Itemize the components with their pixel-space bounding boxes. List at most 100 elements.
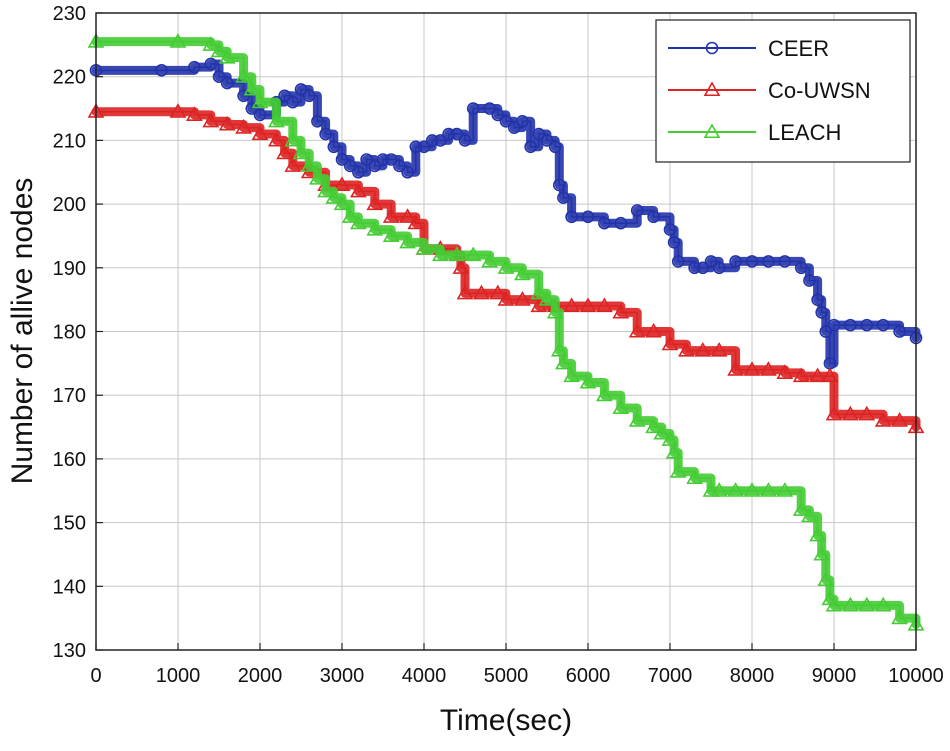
data-point-ceer [376,153,390,166]
data-point-leach [858,596,876,612]
data-point-leach [341,208,359,223]
data-point-leach [813,545,831,561]
data-point-leach [760,482,777,497]
data-point-ceer [688,261,701,275]
data-point-leach [727,482,744,497]
data-point-leach [530,284,548,300]
data-point-ceer [803,274,816,287]
data-point-ceer [663,223,677,236]
data-point-ceer [516,114,529,128]
data-point-co-uwsn [186,106,203,121]
data-point-ceer [188,60,201,74]
data-point-co-uwsn [407,214,425,230]
data-point-leach [210,42,228,58]
data-point-ceer [417,140,431,154]
data-point-leach [546,303,564,319]
data-point-co-uwsn [235,119,252,134]
data-point-co-uwsn [596,297,613,313]
data-point-ceer [671,255,685,268]
x-tick-label: 7000 [648,665,693,687]
data-point-leach [464,246,482,262]
y-tick-label: 230 [53,3,86,25]
data-point-co-uwsn [268,131,285,147]
data-point-ceer [548,140,562,154]
data-point-ceer [343,159,357,173]
data-point-ceer [614,216,628,230]
data-point-ceer [204,57,218,71]
legend-item-ceer: CEER [668,36,829,61]
data-point-leach [333,195,351,211]
data-point-ceer [360,153,373,166]
y-tick-label: 190 [53,258,86,280]
legend-label-co-uwsn: Co-UWSN [768,78,871,103]
data-point-ceer [294,83,308,96]
data-point-leach [399,233,416,249]
series-line-ceer [96,63,917,365]
data-point-ceer [409,140,423,154]
data-point-leach [563,367,580,383]
data-point-ceer [253,108,267,122]
data-point-leach [415,240,433,255]
x-tick-label: 6000 [566,665,611,687]
data-point-ceer [815,306,829,319]
data-point-co-uwsn [858,405,876,421]
data-point-leach [817,571,835,586]
data-point-leach [366,220,384,236]
x-tick-label: 8000 [730,665,775,687]
data-point-leach [645,418,662,434]
data-point-leach [874,596,892,612]
legend-marker-ceer [705,41,719,55]
data-point-leach [538,291,556,306]
data-point-ceer [237,89,250,103]
data-point-co-uwsn [473,284,490,300]
data-point-co-uwsn [251,125,269,141]
x-tick-label: 0 [90,665,101,687]
x-tick-label: 4000 [402,665,447,687]
data-point-leach [555,354,572,370]
series-ceer [89,57,923,370]
data-point-ceer [552,178,566,192]
data-point-ceer [712,261,726,275]
data-point-leach [550,341,568,357]
data-point-leach [382,227,400,242]
data-point-co-uwsn [452,259,470,274]
data-point-co-uwsn [350,182,367,198]
data-point-co-uwsn [579,297,597,313]
data-point-ceer [778,255,792,268]
data-point-leach [481,252,498,268]
data-point-ceer [844,318,857,332]
data-point-co-uwsn [710,341,728,357]
data-point-co-uwsn [727,361,744,376]
y-tick-label: 220 [53,67,86,89]
data-point-leach [202,36,220,51]
y-tick-label: 210 [53,130,86,152]
data-point-ceer [630,204,644,217]
x-tick-label: 10000 [888,665,944,687]
x-tick-label: 5000 [484,665,529,687]
data-point-ceer [384,153,398,166]
data-point-ceer [212,70,226,83]
data-point-ceer [745,255,759,268]
data-point-ceer [278,89,291,103]
data-point-leach [317,182,334,198]
data-point-ceer [581,210,595,224]
data-point-leach [292,144,310,160]
data-point-co-uwsn [628,322,646,338]
data-point-leach [284,131,302,147]
data-point-co-uwsn [169,103,187,118]
x-tick-label: 3000 [320,665,365,687]
data-point-ceer [368,159,382,173]
data-point-ceer [565,210,578,224]
data-point-leach [702,482,720,497]
data-point-ceer [794,261,808,275]
data-point-ceer [458,134,472,147]
data-point-co-uwsn [514,291,531,306]
data-point-ceer [540,134,554,147]
data-point-leach [596,386,613,402]
data-point-ceer [491,108,505,122]
data-point-leach [309,170,326,185]
data-point-co-uwsn [497,291,515,306]
data-point-ceer [893,325,906,338]
